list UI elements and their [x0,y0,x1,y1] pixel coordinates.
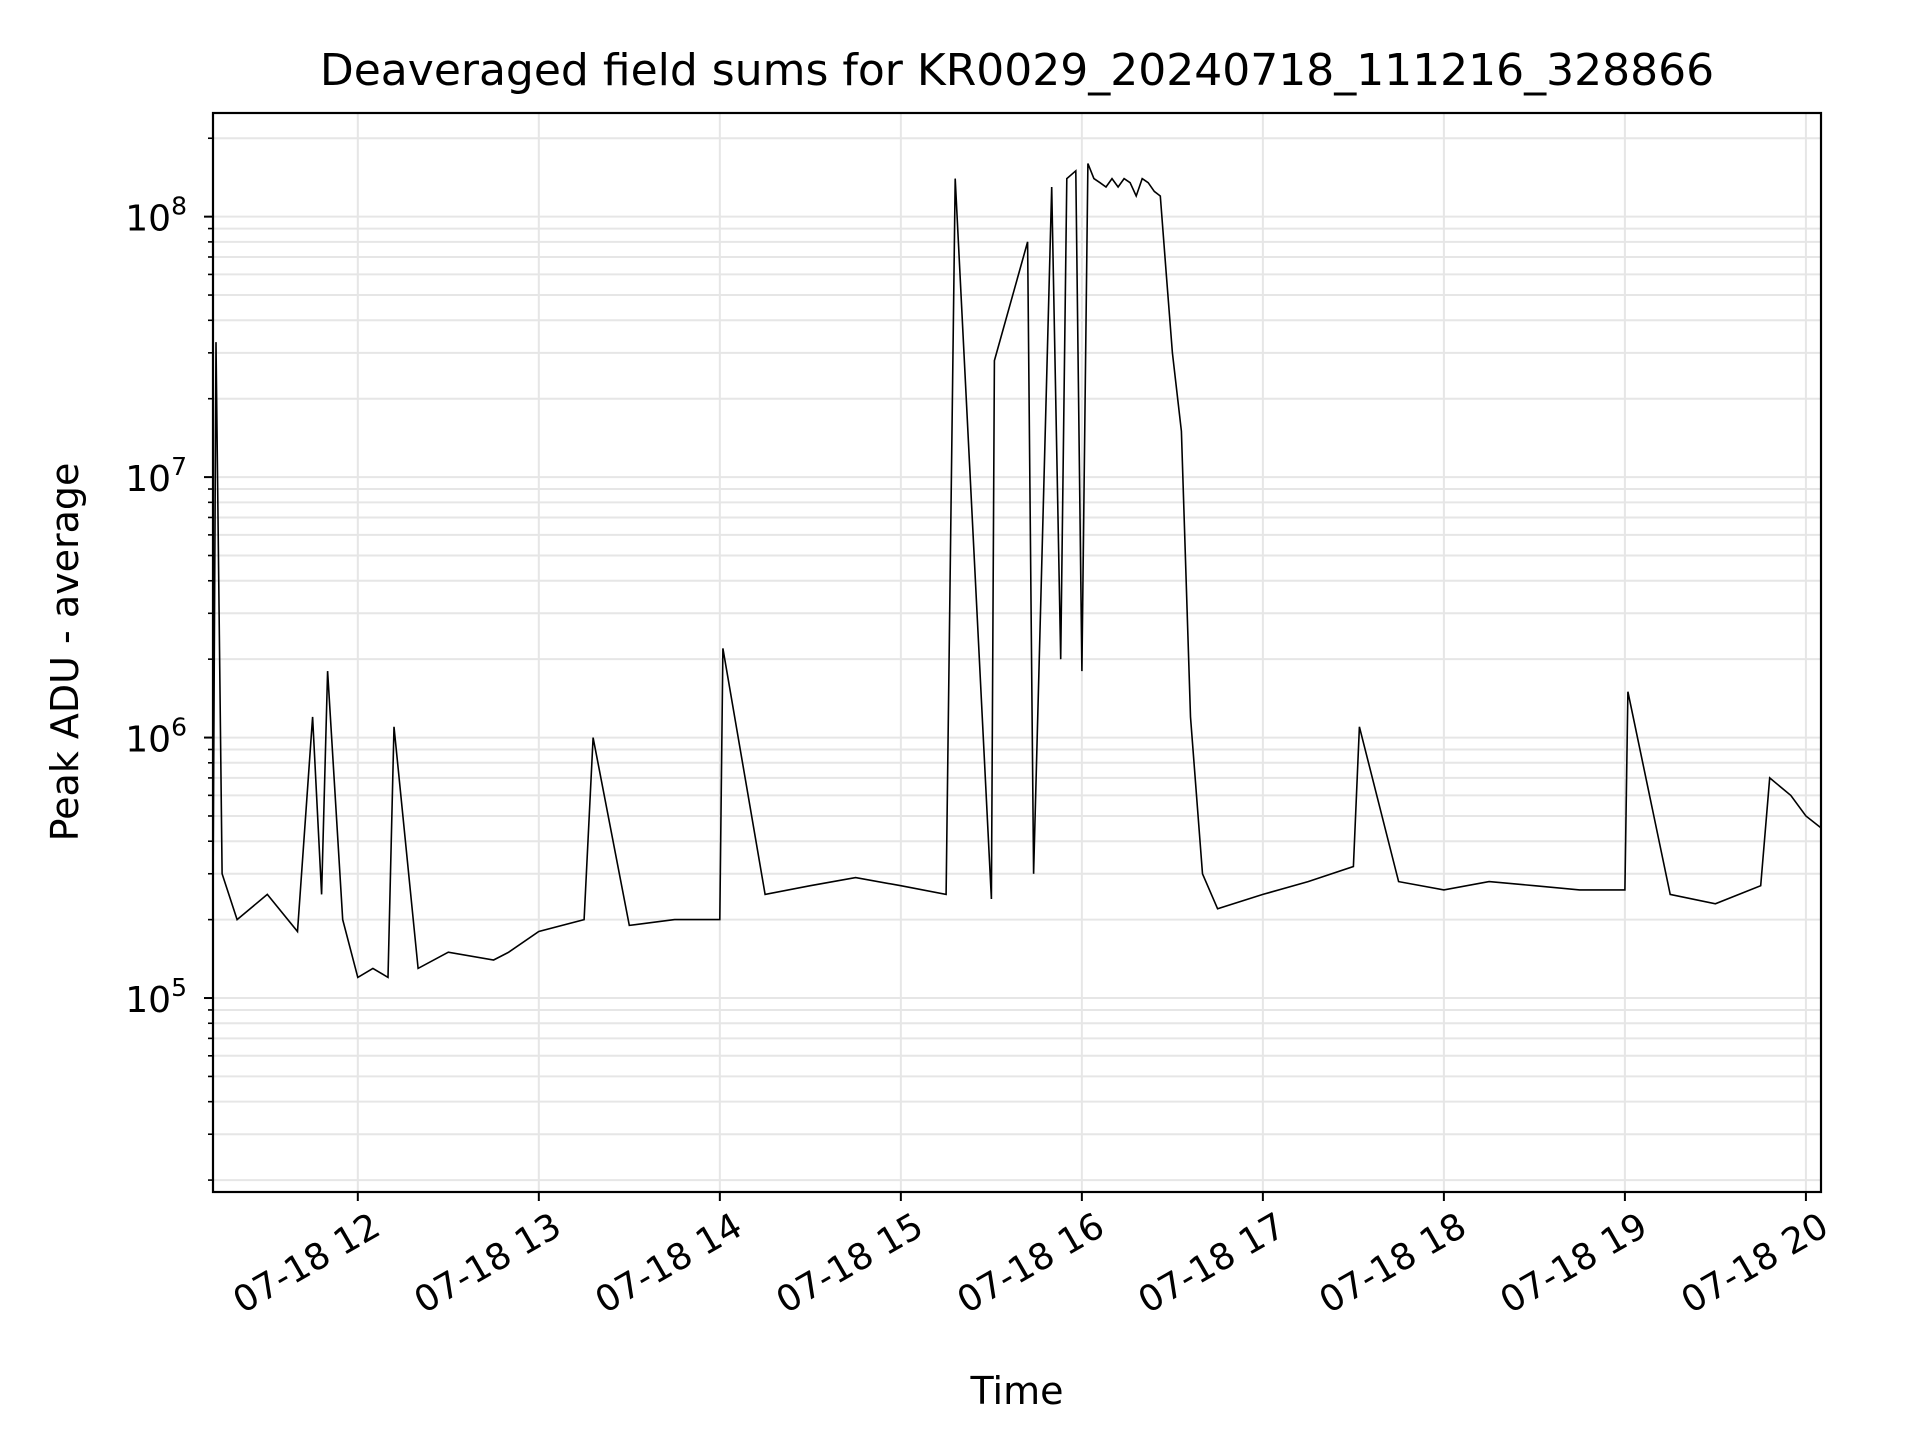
y-axis: 105 106 107 108 [125,137,213,1181]
chart-title: Deaveraged field sums for KR0029_2024071… [320,45,1714,96]
y-tick-label: 107 [125,452,187,500]
y-axis-label: Peak ADU - average [43,463,87,842]
y-tick-label: 106 [125,713,187,761]
y-tick-label: 108 [125,192,187,240]
grid [213,113,1821,1192]
x-axis-label: Time [970,1369,1064,1413]
y-tick-label: 105 [125,973,187,1021]
plot-area [213,163,1821,979]
plot-frame [211,111,1823,1194]
series-line [213,163,1821,979]
